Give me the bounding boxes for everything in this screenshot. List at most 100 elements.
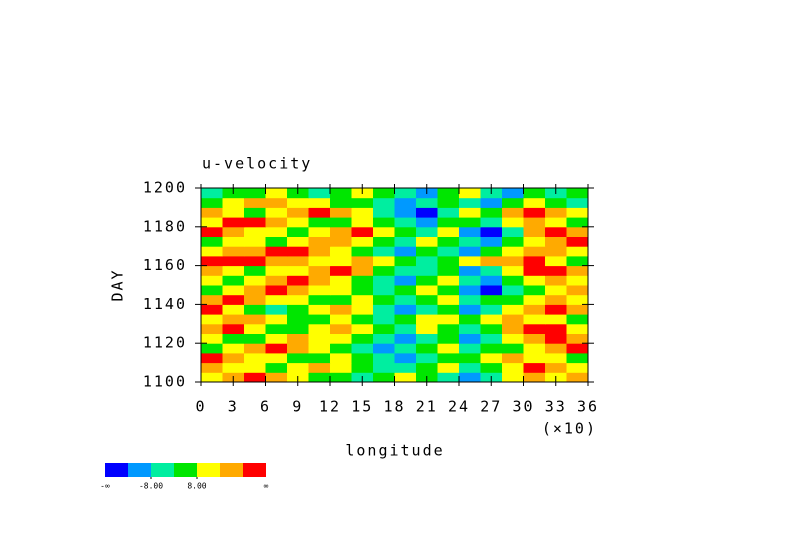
heatmap-cell: [287, 217, 309, 228]
heatmap-cell: [351, 343, 374, 354]
y-tick-label: 1200: [143, 179, 187, 197]
heatmap-cell: [265, 285, 288, 296]
heatmap-cell: [222, 207, 245, 218]
heatmap-cell: [480, 343, 503, 354]
heatmap-cell: [308, 255, 331, 267]
heatmap-cell: [523, 285, 546, 296]
y-tick-label: 1160: [143, 256, 187, 274]
heatmap-cell: [523, 372, 546, 383]
heatmap-cell: [437, 294, 460, 305]
heatmap-cell: [308, 207, 331, 218]
heatmap-cell: [373, 294, 395, 305]
heatmap-cell: [265, 352, 288, 364]
heatmap-cell: [502, 362, 524, 373]
heatmap-cell: [308, 236, 331, 247]
heatmap-cell: [201, 255, 223, 267]
heatmap-cell: [265, 372, 288, 383]
y-axis-label: DAY: [109, 268, 127, 301]
heatmap-cell: [459, 275, 481, 286]
heatmap-cell: [373, 323, 395, 334]
heatmap-cell: [545, 275, 567, 286]
heatmap-cell: [265, 362, 288, 373]
heatmap-cell: [201, 314, 223, 325]
heatmap-cell: [416, 275, 438, 286]
heatmap-cell: [566, 285, 589, 296]
heatmap-cell: [244, 362, 266, 373]
heatmap-cell: [201, 343, 223, 354]
heatmap-cell: [287, 197, 309, 208]
heatmap-cell: [502, 255, 524, 267]
heatmap-cell: [416, 333, 438, 344]
heatmap-cell: [308, 333, 331, 344]
heatmap-cell: [394, 188, 417, 199]
heatmap-cell: [502, 352, 524, 364]
heatmap-cell: [373, 314, 395, 325]
y-tick-label: 1140: [143, 295, 187, 313]
heatmap-cell: [308, 226, 331, 237]
heatmap-cell: [459, 294, 481, 305]
colorbar-box: [174, 463, 197, 477]
heatmap-cell: [287, 304, 309, 315]
heatmap-cell: [330, 352, 352, 364]
heatmap-cell: [566, 352, 589, 364]
heatmap-cell: [502, 275, 524, 286]
y-tick-label: 1100: [143, 373, 187, 391]
heatmap-cell: [308, 294, 331, 305]
heatmap-cell: [308, 343, 331, 354]
heatmap-cell: [201, 188, 223, 199]
x-axis-label: longitude: [345, 442, 444, 460]
colorbar-min-label: -∞: [100, 482, 110, 491]
x-tick-label: 27: [480, 398, 502, 416]
heatmap-cell: [416, 314, 438, 325]
heatmap-cell: [222, 343, 245, 354]
heatmap-cell: [222, 226, 245, 237]
heatmap-cell: [265, 294, 288, 305]
heatmap-cell: [394, 294, 417, 305]
heatmap-cell: [523, 294, 546, 305]
heatmap-cell: [459, 314, 481, 325]
heatmap-cell: [351, 333, 374, 344]
heatmap-cell: [373, 352, 395, 364]
heatmap-cell: [287, 294, 309, 305]
heatmap-cell: [244, 314, 266, 325]
y-tick-label: 1180: [143, 217, 187, 235]
heatmap-cell: [545, 314, 567, 325]
heatmap-cell: [566, 275, 589, 286]
heatmap-cell: [330, 314, 352, 325]
heatmap-cell: [330, 275, 352, 286]
heatmap-cell: [351, 217, 374, 228]
heatmap-cell: [351, 314, 374, 325]
heatmap-cell: [545, 255, 567, 267]
heatmap-cell: [222, 255, 245, 267]
heatmap-cell: [308, 304, 331, 315]
heatmap-cell: [394, 236, 417, 247]
heatmap-cell: [351, 275, 374, 286]
heatmap-cell: [545, 197, 567, 208]
heatmap-cell: [437, 352, 460, 364]
heatmap-cell: [437, 236, 460, 247]
heatmap-cell: [201, 285, 223, 296]
heatmap-cell: [523, 352, 546, 364]
heatmap-cell: [437, 197, 460, 208]
heatmap-cell: [394, 275, 417, 286]
heatmap-cell: [480, 323, 503, 334]
heatmap-cell: [523, 255, 546, 267]
heatmap-cell: [287, 333, 309, 344]
heatmap-cell: [265, 236, 288, 247]
heatmap-cell: [459, 352, 481, 364]
heatmap-cell: [351, 246, 374, 257]
heatmap-cell: [222, 285, 245, 296]
heatmap-cell: [545, 226, 567, 237]
heatmap-cell: [222, 217, 245, 228]
heatmap-cell: [523, 207, 546, 218]
heatmap-cell: [330, 207, 352, 218]
heatmap-cell: [437, 333, 460, 344]
heatmap-cell: [545, 294, 567, 305]
heatmap-cell: [566, 362, 589, 373]
heatmap-cell: [244, 265, 266, 276]
x-tick-label: 3: [228, 398, 239, 416]
heatmap-cell: [480, 236, 503, 247]
heatmap-cell: [566, 217, 589, 228]
heatmap-cell: [330, 217, 352, 228]
heatmap-cell: [480, 352, 503, 364]
